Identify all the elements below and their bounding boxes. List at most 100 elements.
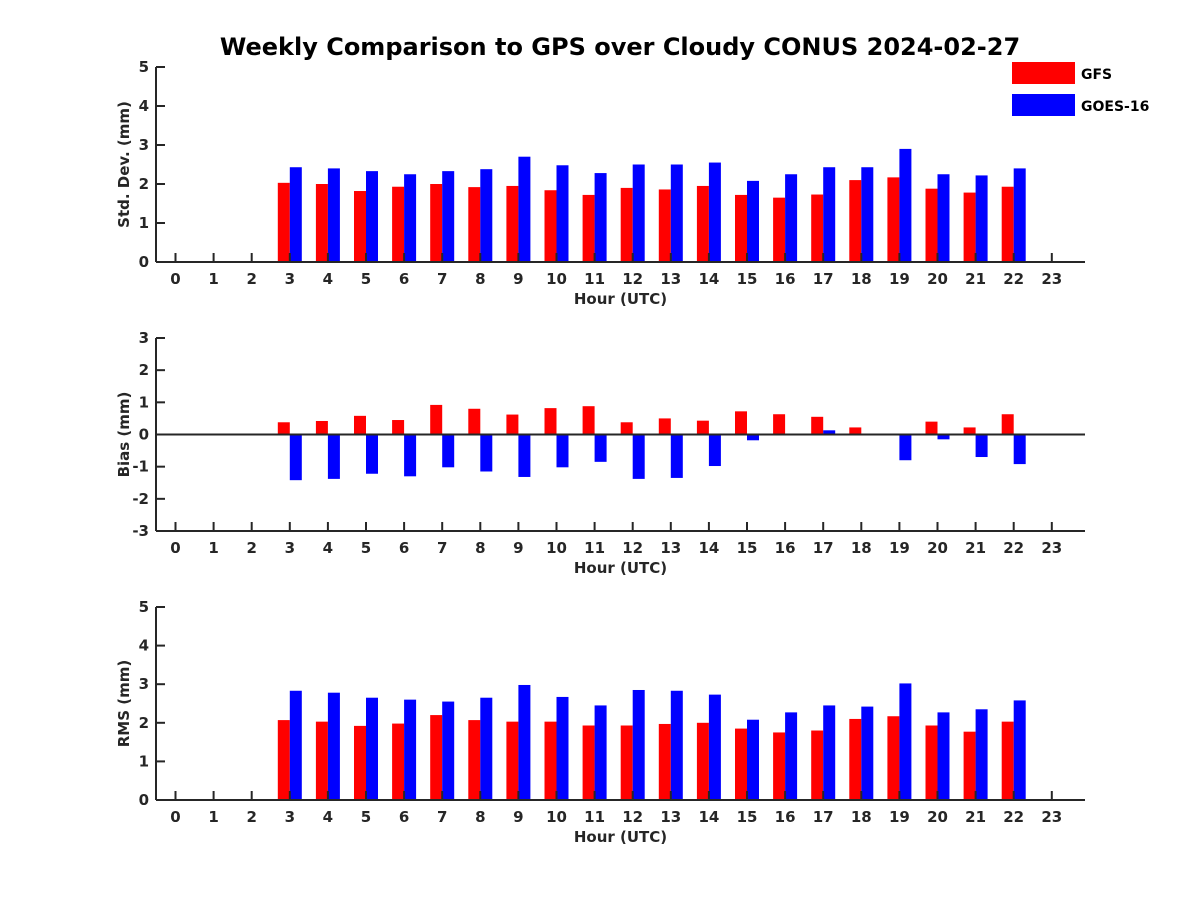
y-axis-label: RMS (mm) xyxy=(115,660,133,747)
bar-gfs-hour-13 xyxy=(658,723,671,800)
bar-goes16-hour-11 xyxy=(594,173,607,262)
bar-gfs-hour-20 xyxy=(925,188,938,262)
x-tick-label: 4 xyxy=(323,270,333,288)
bar-gfs-hour-3 xyxy=(277,422,290,435)
bar-goes16-hour-15 xyxy=(747,434,759,441)
bar-gfs-hour-15 xyxy=(735,728,747,800)
bar-goes16-hour-21 xyxy=(975,709,988,800)
x-tick-label: 18 xyxy=(851,270,872,288)
x-axis-label: Hour (UTC) xyxy=(574,828,667,846)
x-tick-label: 17 xyxy=(813,539,834,557)
y-tick-label: 4 xyxy=(139,637,149,655)
x-tick-label: 19 xyxy=(889,539,910,557)
bar-gfs-hour-19 xyxy=(887,716,900,800)
x-tick-label: 2 xyxy=(246,539,256,557)
bar-goes16-hour-12 xyxy=(632,164,645,262)
x-tick-label: 23 xyxy=(1041,808,1062,826)
bar-goes16-hour-12 xyxy=(632,434,645,479)
x-tick-label: 13 xyxy=(660,808,681,826)
bar-goes16-hour-9 xyxy=(518,156,531,262)
bar-gfs-hour-16 xyxy=(773,414,786,435)
x-tick-label: 5 xyxy=(361,270,371,288)
bar-gfs-hour-12 xyxy=(620,422,633,435)
x-tick-label: 1 xyxy=(208,539,218,557)
bar-gfs-hour-22 xyxy=(1001,721,1014,800)
bar-goes16-hour-10 xyxy=(556,165,569,262)
bar-gfs-hour-3 xyxy=(277,720,290,800)
bar-gfs-hour-11 xyxy=(582,406,595,435)
bar-gfs-hour-21 xyxy=(963,731,976,800)
bar-goes16-hour-20 xyxy=(937,712,950,800)
x-tick-label: 21 xyxy=(965,808,986,826)
bar-goes16-hour-6 xyxy=(404,434,417,477)
y-tick-label: 0 xyxy=(139,791,149,809)
bar-gfs-hour-7 xyxy=(430,184,443,262)
bar-goes16-hour-19 xyxy=(899,683,912,800)
bar-gfs-hour-10 xyxy=(544,190,557,262)
x-tick-label: 15 xyxy=(737,808,758,826)
legend-label-goes16: GOES-16 xyxy=(1081,99,1149,115)
bar-gfs-hour-3 xyxy=(277,182,290,262)
bar-goes16-hour-19 xyxy=(899,148,912,262)
x-tick-label: 8 xyxy=(475,808,485,826)
bar-goes16-hour-12 xyxy=(632,689,645,800)
x-tick-label: 22 xyxy=(1003,808,1024,826)
x-tick-label: 15 xyxy=(737,539,758,557)
bar-goes16-hour-6 xyxy=(404,174,417,262)
bar-gfs-hour-21 xyxy=(963,192,976,262)
bar-goes16-hour-18 xyxy=(861,167,874,262)
bar-goes16-hour-10 xyxy=(556,434,569,468)
y-tick-label: 1 xyxy=(139,752,149,770)
y-tick-label: 2 xyxy=(139,714,149,732)
x-tick-label: 14 xyxy=(698,270,719,288)
bar-goes16-hour-4 xyxy=(327,168,340,262)
x-axis-label: Hour (UTC) xyxy=(574,290,667,308)
bar-gfs-hour-10 xyxy=(544,721,557,800)
y-tick-label: -3 xyxy=(132,522,149,540)
bar-gfs-hour-14 xyxy=(696,722,709,800)
bar-gfs-hour-4 xyxy=(315,184,328,262)
bar-gfs-hour-13 xyxy=(658,189,671,262)
x-tick-label: 3 xyxy=(285,270,295,288)
bar-goes16-hour-7 xyxy=(442,171,455,262)
y-tick-label: 0 xyxy=(139,426,149,444)
legend: GFS GOES-16 xyxy=(1012,62,1149,116)
bar-goes16-hour-7 xyxy=(442,434,455,468)
legend-swatch-gfs xyxy=(1012,62,1075,84)
x-tick-label: 22 xyxy=(1003,539,1024,557)
legend-swatch-goes16 xyxy=(1012,94,1075,116)
bar-goes16-hour-22 xyxy=(1013,700,1026,800)
x-tick-label: 0 xyxy=(170,808,180,826)
bar-gfs-hour-4 xyxy=(315,721,328,800)
x-tick-label: 23 xyxy=(1041,539,1062,557)
bar-gfs-hour-7 xyxy=(430,715,443,800)
bar-goes16-hour-5 xyxy=(366,434,378,474)
x-tick-label: 20 xyxy=(927,808,948,826)
bar-gfs-hour-6 xyxy=(392,186,405,262)
x-tick-label: 6 xyxy=(399,539,409,557)
bar-goes16-hour-5 xyxy=(366,171,378,262)
x-tick-label: 16 xyxy=(775,539,796,557)
x-tick-label: 14 xyxy=(698,539,719,557)
y-axis-label: Std. Dev. (mm) xyxy=(115,101,133,228)
bar-gfs-hour-22 xyxy=(1001,186,1014,262)
x-tick-label: 8 xyxy=(475,539,485,557)
figure-title: Weekly Comparison to GPS over Cloudy CON… xyxy=(220,33,1020,61)
x-tick-label: 17 xyxy=(813,270,834,288)
x-tick-label: 13 xyxy=(660,270,681,288)
bar-gfs-hour-11 xyxy=(582,194,595,262)
bar-gfs-hour-5 xyxy=(354,415,366,435)
x-tick-label: 23 xyxy=(1041,270,1062,288)
bar-goes16-hour-7 xyxy=(442,701,455,800)
bar-goes16-hour-9 xyxy=(518,684,531,800)
x-tick-label: 18 xyxy=(851,808,872,826)
bar-gfs-hour-14 xyxy=(696,420,709,435)
bar-goes16-hour-8 xyxy=(480,434,493,472)
bar-gfs-hour-18 xyxy=(849,180,862,262)
bar-gfs-hour-17 xyxy=(811,416,824,435)
x-tick-label: 6 xyxy=(399,270,409,288)
bar-gfs-hour-19 xyxy=(887,177,900,262)
bar-gfs-hour-5 xyxy=(354,725,366,800)
